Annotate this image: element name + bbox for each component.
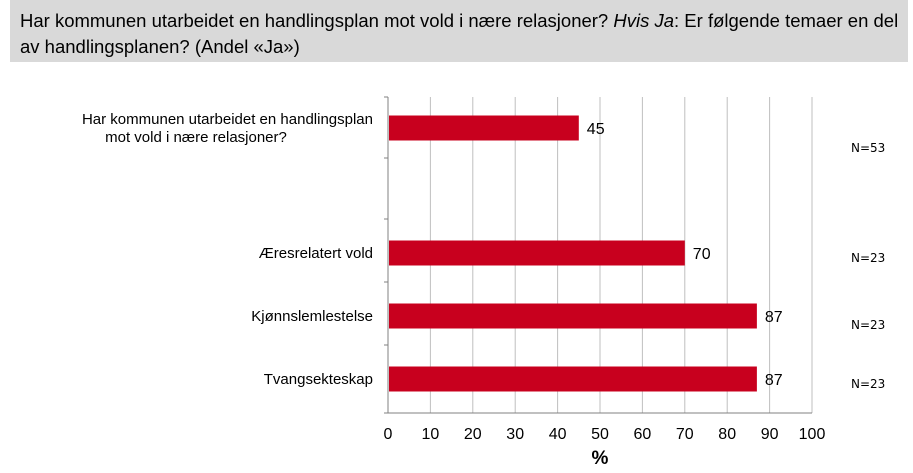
n-label: N=23: [851, 318, 885, 332]
category-label: mot vold i nære relasjoner?: [105, 129, 287, 146]
bar: [389, 240, 685, 266]
x-tick-label: 50: [591, 426, 609, 443]
category-label: Æresrelatert vold: [259, 245, 373, 262]
x-tick-label: 70: [676, 426, 694, 443]
x-tick-label: 60: [634, 426, 652, 443]
bars: [389, 115, 757, 392]
x-tick-label: 80: [718, 426, 736, 443]
category-label: Har kommunen utarbeidet en handlingsplan: [82, 111, 373, 128]
x-tick-label: 0: [384, 426, 393, 443]
x-tick-label: 90: [761, 426, 779, 443]
title-part2: : Er følgende temaer en del av handlings…: [20, 10, 899, 57]
n-label: N=23: [851, 377, 885, 391]
category-label: Kjønnslemlestelse: [251, 308, 373, 325]
x-tick-label: 40: [549, 426, 567, 443]
data-label: 70: [693, 246, 711, 263]
bar: [389, 303, 757, 329]
x-axis: 0 10 20 30 40 50 60 70 80 90 100%: [384, 96, 826, 469]
x-tick-label: 20: [464, 426, 482, 443]
n-label: N=53: [851, 141, 885, 155]
n-label: N=23: [851, 251, 885, 265]
x-axis-title: %: [592, 448, 609, 469]
bar: [389, 366, 757, 392]
data-label: 45: [587, 121, 605, 138]
category-label: Tvangsekteskap: [264, 371, 373, 388]
title-band: Har kommunen utarbeidet en handlingsplan…: [10, 0, 908, 62]
title-emphasis: Hvis Ja: [613, 10, 675, 31]
x-tick-label: 100: [799, 426, 826, 443]
bar: [389, 115, 579, 141]
labels: 45 Har kommunen utarbeidet en handlingspl…: [82, 111, 885, 391]
data-label: 87: [765, 309, 783, 326]
data-label: 87: [765, 372, 783, 389]
chart-title: Har kommunen utarbeidet en handlingsplan…: [20, 8, 905, 60]
title-part1: Har kommunen utarbeidet en handlingsplan…: [20, 10, 614, 31]
x-tick-label: 30: [506, 426, 524, 443]
x-tick-label: 10: [422, 426, 440, 443]
